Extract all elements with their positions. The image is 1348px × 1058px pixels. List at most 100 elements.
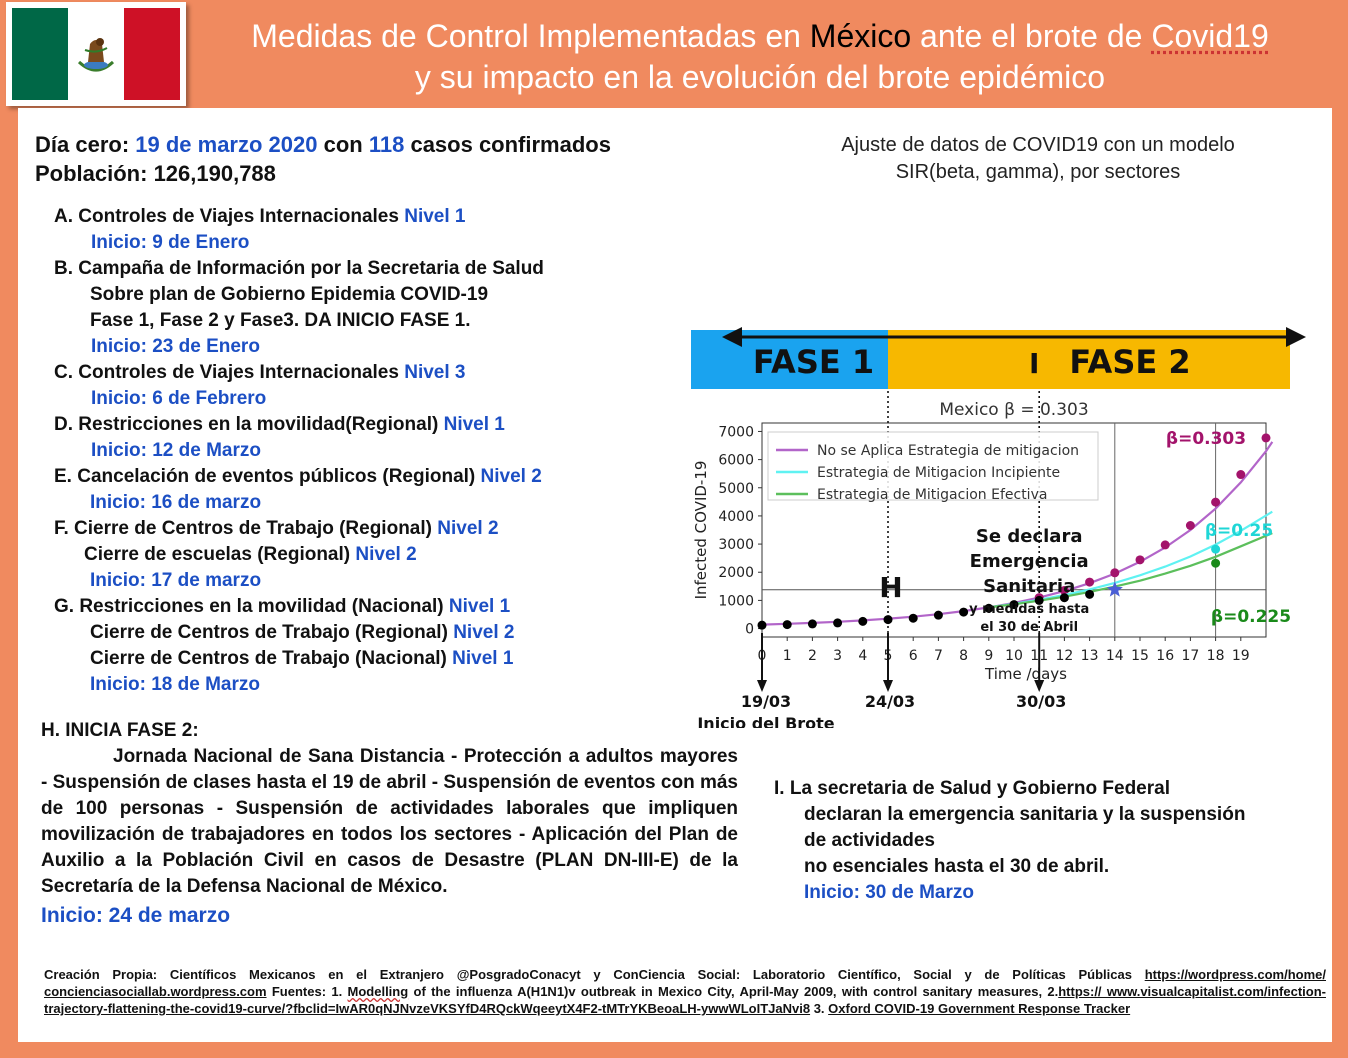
- y-tick-label: 0: [745, 622, 754, 638]
- credits-squig: Modelling: [347, 984, 409, 999]
- measure-level: Nivel 1: [448, 596, 511, 617]
- credits-text-1: Creación Propia: Científicos Mexicanos e…: [44, 967, 1145, 982]
- measure-c: C. Controles de Viajes Internacionales N…: [54, 362, 465, 384]
- phase-2-band: [888, 330, 1290, 389]
- x-tick-label: 2: [808, 648, 817, 664]
- annotation-emergency-4: y medidas hasta: [969, 602, 1089, 617]
- measure-level: Nivel 2: [355, 544, 417, 565]
- measure-a: A. Controles de Viajes Internacionales N…: [54, 206, 465, 228]
- x-tick-label: 10: [1005, 648, 1023, 664]
- phase-h-title: H. INICIA FASE 2:: [41, 720, 199, 741]
- legend-label-2: Estrategia de Mitigacion Incipiente: [817, 465, 1060, 481]
- flag: [12, 8, 180, 100]
- phase-2-label: FASE 2: [1069, 343, 1190, 381]
- measure-d: D. Restricciones en la movilidad(Regiona…: [54, 414, 505, 436]
- credits-link-2[interactable]: https:// www.visualcapitalist.com/infect…: [44, 984, 1326, 1016]
- title-line-2: y su impacto en la evolución del brote e…: [414, 59, 1106, 95]
- series-point-1: [1211, 497, 1221, 507]
- credits-text-4: 3.: [810, 1001, 829, 1016]
- measure-level: Nivel 1: [404, 206, 466, 227]
- measure-g-line-3: Cierre de Centros de Trabajo (Nacional) …: [90, 648, 513, 670]
- title-part-2: ante el brote de: [911, 18, 1152, 54]
- annotation-emergency-1: Se declara: [976, 526, 1083, 547]
- x-tick-label: 4: [858, 648, 867, 664]
- measure-text: E. Cancelación de eventos públicos (Regi…: [54, 466, 481, 487]
- phase-1-band: [691, 330, 888, 389]
- y-tick-label: 1000: [718, 593, 754, 609]
- phase-marker-i: I: [1029, 347, 1039, 380]
- chart-caption: Ajuste de datos de COVID19 con un modelo…: [778, 132, 1298, 186]
- content-panel: Día cero: 19 de marzo 2020 con 118 casos…: [18, 108, 1332, 1042]
- series-point-1: [1110, 568, 1120, 578]
- measure-f: F. Cierre de Centros de Trabajo (Regiona…: [54, 518, 499, 540]
- day-zero-end: casos confirmados: [404, 132, 611, 157]
- legend-label-1: No se Aplica Estrategia de mitigacion: [817, 443, 1079, 459]
- y-tick-label: 4000: [718, 509, 754, 525]
- series-point-2: [1211, 544, 1221, 554]
- title-country: México: [809, 18, 912, 54]
- phase-h-body: Jornada Nacional de Sana Distancia - Pro…: [41, 746, 738, 897]
- x-tick-label: 14: [1106, 648, 1124, 664]
- observed-point: [833, 618, 843, 628]
- phase-i-line-4: no esenciales hasta el 30 de abril.: [804, 856, 1110, 877]
- measure-g-start: Inicio: 18 de Marzo: [90, 674, 260, 695]
- legend-box: [767, 431, 1099, 501]
- page-title: Medidas de Control Implementadas en Méxi…: [190, 16, 1330, 98]
- star-marker: [1106, 581, 1123, 597]
- phase-i-line-1: I. La secretaria de Salud y Gobierno Fed…: [774, 778, 1170, 799]
- credits-link-1[interactable]: https://wordpress.com/home/ concienciaso…: [44, 967, 1326, 999]
- measure-text: B. Campaña de Información por la Secreta…: [54, 258, 544, 279]
- measure-level: Nivel 1: [443, 414, 505, 435]
- measure-b-line-2: Sobre plan de Gobierno Epidemia COVID-19: [90, 284, 488, 306]
- measure-g: G. Restricciones en la movilidad (Nacion…: [54, 596, 510, 618]
- credits-text-3: of the influenza A(H1N1)v outbreak in Me…: [408, 984, 1059, 999]
- population-value: 126,190,788: [153, 161, 276, 186]
- observed-point: [858, 616, 868, 626]
- phase-i-block: I. La secretaria de Salud y Gobierno Fed…: [774, 776, 1314, 906]
- measure-e-start: Inicio: 16 de marzo: [90, 492, 262, 513]
- x-tick-label: 3: [833, 648, 842, 664]
- x-tick-label: 17: [1181, 648, 1199, 664]
- measure-a-start: Inicio: 9 de Enero: [91, 232, 250, 253]
- phase-i-line-2: declaran la emergencia sanitaria y la su…: [804, 804, 1246, 825]
- day-zero-summary: Día cero: 19 de marzo 2020 con 118 casos…: [35, 130, 611, 188]
- x-axis-label: Time /days: [984, 665, 1067, 683]
- chart-caption-line-1: Ajuste de datos de COVID19 con un modelo: [841, 134, 1235, 156]
- measure-d-start: Inicio: 12 de Marzo: [91, 440, 261, 461]
- chart-title: Mexico β = 0.303: [939, 400, 1088, 420]
- observed-point: [883, 615, 893, 625]
- measure-b: B. Campaña de Información por la Secreta…: [54, 258, 544, 280]
- date-arrow-head: [757, 680, 767, 692]
- y-tick-label: 2000: [718, 565, 754, 581]
- legend-label-3: Estrategia de Mitigacion Efectiva: [817, 487, 1047, 503]
- mexico-flag-icon: [6, 2, 186, 106]
- beta-label-2: β=0.25: [1205, 521, 1273, 541]
- measure-level: Nivel 1: [452, 648, 514, 669]
- measure-text: Sobre plan de Gobierno Epidemia COVID-19: [90, 284, 489, 305]
- title-line-1: Medidas de Control Implementadas en Méxi…: [190, 16, 1330, 57]
- observed-point: [1009, 600, 1019, 610]
- header: Medidas de Control Implementadas en Méxi…: [0, 0, 1348, 108]
- date-arrow-head: [1034, 680, 1045, 692]
- observed-point: [1085, 589, 1095, 599]
- measure-text: F. Cierre de Centros de Trabajo (Regiona…: [54, 518, 438, 539]
- measure-text: A. Controles de Viajes Internacionales: [54, 206, 405, 227]
- x-tick-label: 7: [934, 648, 943, 664]
- population-label: Población:: [35, 161, 154, 186]
- date-marker-label: 19/03: [741, 692, 791, 711]
- day-zero-label: Día cero:: [35, 132, 136, 157]
- y-tick-label: 6000: [718, 453, 754, 469]
- credits-text-2: Fuentes: 1.: [266, 984, 348, 999]
- measure-text: Cierre de Centros de Trabajo (Nacional): [90, 648, 453, 669]
- observed-point: [807, 619, 817, 629]
- phase-h-start: Inicio: 24 de marzo: [41, 904, 231, 927]
- measure-text: Fase 1, Fase 2 y Fase3. DA INICIO FASE 1…: [90, 310, 471, 331]
- y-tick-label: 5000: [718, 481, 754, 497]
- measure-f-start: Inicio: 17 de marzo: [90, 570, 262, 591]
- measure-b-start: Inicio: 23 de Enero: [91, 336, 260, 357]
- day-zero-cases: 118: [368, 132, 405, 157]
- observed-point: [908, 613, 918, 623]
- observed-point: [782, 620, 792, 630]
- credits-link-3[interactable]: Oxford COVID-19 Government Response Trac…: [828, 1001, 1131, 1016]
- phase-arrow-left-head: [722, 327, 742, 347]
